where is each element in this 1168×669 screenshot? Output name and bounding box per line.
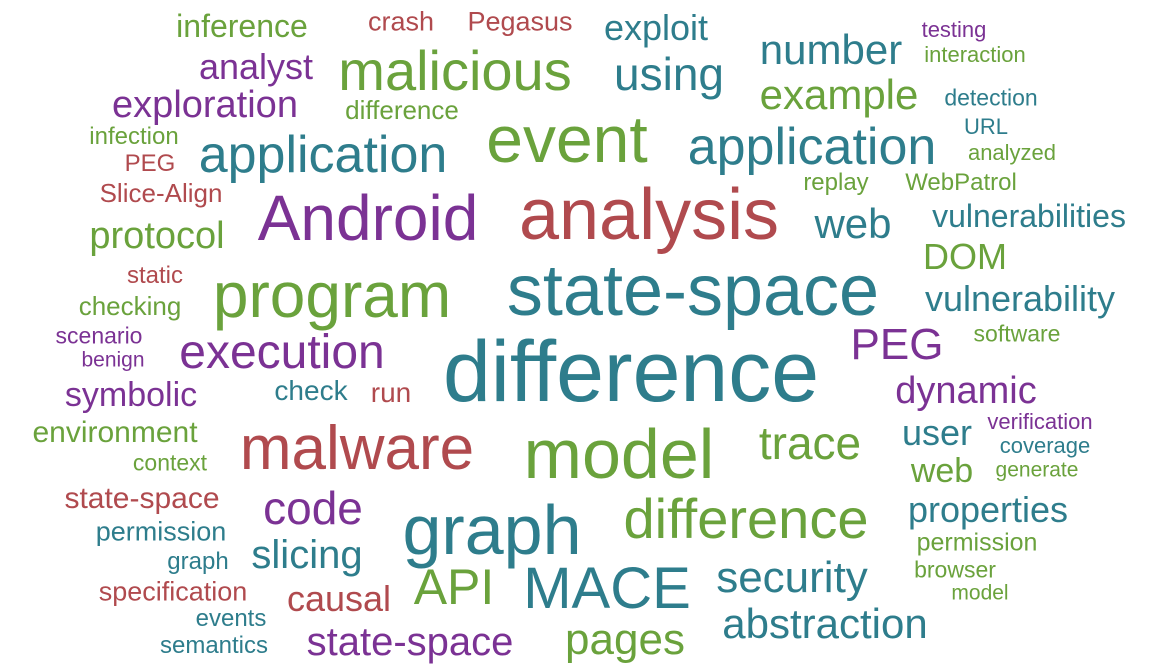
cloud-word: difference <box>623 487 869 550</box>
cloud-word: difference <box>345 95 459 125</box>
cloud-word: user <box>901 412 973 453</box>
cloud-word: dynamic <box>895 370 1037 412</box>
cloud-word: testing <box>921 17 987 42</box>
cloud-word: inference <box>176 8 308 44</box>
cloud-word: web <box>910 452 974 490</box>
cloud-word: code <box>263 482 363 534</box>
cloud-word: state-space <box>506 251 880 331</box>
cloud-word: PEG <box>850 320 944 369</box>
cloud-word: check <box>274 375 348 406</box>
cloud-word: interaction <box>924 42 1026 67</box>
cloud-word: MACE <box>523 556 691 621</box>
cloud-word: URL <box>963 114 1009 139</box>
cloud-word: model <box>951 581 1009 605</box>
cloud-word: checking <box>78 291 182 321</box>
cloud-word: DOM <box>923 236 1007 277</box>
cloud-word: application <box>198 126 448 184</box>
cloud-word: security <box>716 553 868 602</box>
cloud-word: semantics <box>159 632 269 659</box>
cloud-word: pages <box>565 615 685 664</box>
cloud-word: Pegasus <box>467 6 573 37</box>
cloud-word: event <box>486 102 648 176</box>
cloud-word: state-space <box>306 620 514 664</box>
cloud-word: browser <box>914 556 996 583</box>
cloud-word: PEG <box>124 150 176 177</box>
cloud-word: detection <box>944 84 1038 111</box>
cloud-word: crash <box>367 6 435 37</box>
cloud-word: difference <box>442 324 820 420</box>
cloud-word: coverage <box>999 433 1091 458</box>
cloud-word: execution <box>179 326 385 379</box>
cloud-word: events <box>195 605 267 632</box>
cloud-word: example <box>759 71 919 118</box>
cloud-word: replay <box>803 169 869 196</box>
cloud-word: state-space <box>64 482 220 515</box>
cloud-word: software <box>973 320 1061 347</box>
cloud-word: specification <box>98 576 248 607</box>
cloud-word: application <box>687 118 937 176</box>
cloud-word: permission <box>916 528 1038 557</box>
cloud-word: static <box>126 262 184 289</box>
cloud-word: protocol <box>89 215 225 257</box>
cloud-word: using <box>614 48 724 100</box>
cloud-word: malware <box>239 414 475 483</box>
cloud-word: analysis <box>518 175 780 255</box>
cloud-word: number <box>759 26 903 73</box>
cloud-word: exploit <box>603 7 709 48</box>
cloud-word: scenario <box>55 322 143 349</box>
cloud-word: symbolic <box>64 376 198 414</box>
cloud-word: causal <box>286 578 392 619</box>
cloud-word: WebPatrol <box>905 169 1017 196</box>
cloud-word: malicious <box>338 39 572 102</box>
cloud-word: permission <box>95 516 227 547</box>
cloud-word: program <box>212 259 452 331</box>
cloud-word: benign <box>81 348 145 372</box>
cloud-word: Android <box>257 182 479 254</box>
cloud-word: infection <box>89 123 179 150</box>
cloud-word: vulnerability <box>924 278 1116 319</box>
cloud-word: Slice-Align <box>99 178 223 208</box>
cloud-word: vulnerabilities <box>932 198 1126 234</box>
cloud-word: context <box>132 449 208 476</box>
cloud-word: analyzed <box>967 140 1057 165</box>
cloud-word: analyst <box>198 46 314 87</box>
cloud-word: API <box>413 559 495 615</box>
cloud-word: abstraction <box>722 600 928 647</box>
cloud-word: verification <box>987 409 1093 434</box>
cloud-word: trace <box>758 417 862 469</box>
cloud-word: generate <box>995 458 1079 482</box>
cloud-word: model <box>523 415 715 493</box>
cloud-word: graph <box>402 491 582 569</box>
cloud-word: properties <box>907 489 1069 530</box>
cloud-word: web <box>814 200 892 247</box>
cloud-word: slicing <box>251 533 363 577</box>
cloud-word: environment <box>32 416 198 449</box>
cloud-word: exploration <box>112 84 298 126</box>
cloud-word: graph <box>167 548 229 575</box>
cloud-word: run <box>370 377 412 408</box>
